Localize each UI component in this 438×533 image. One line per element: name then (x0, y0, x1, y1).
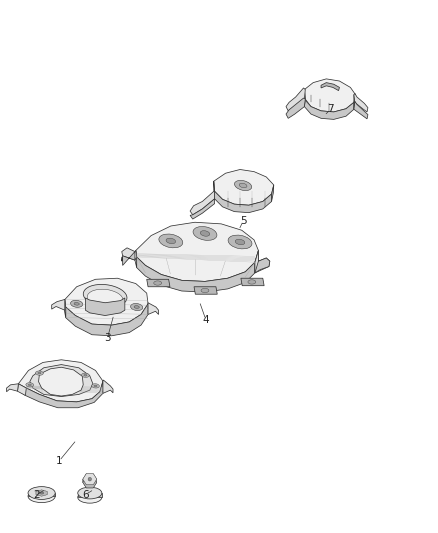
Text: 1: 1 (56, 456, 63, 466)
Text: 4: 4 (202, 315, 209, 325)
Polygon shape (36, 490, 47, 496)
Polygon shape (18, 381, 103, 408)
Polygon shape (86, 484, 93, 488)
Polygon shape (286, 98, 305, 118)
Polygon shape (272, 185, 274, 201)
Polygon shape (83, 474, 97, 484)
Ellipse shape (88, 478, 92, 481)
Ellipse shape (248, 280, 256, 284)
Ellipse shape (74, 302, 79, 305)
Polygon shape (304, 89, 305, 107)
Ellipse shape (87, 289, 123, 308)
Polygon shape (304, 99, 354, 119)
Ellipse shape (131, 303, 143, 311)
Polygon shape (18, 360, 103, 402)
Polygon shape (321, 83, 339, 91)
Ellipse shape (193, 227, 217, 240)
Ellipse shape (81, 373, 89, 377)
Polygon shape (241, 278, 264, 286)
Ellipse shape (201, 288, 209, 293)
Polygon shape (136, 222, 258, 281)
Polygon shape (137, 257, 255, 292)
Polygon shape (86, 474, 93, 477)
Polygon shape (147, 279, 170, 287)
Polygon shape (65, 278, 148, 325)
Ellipse shape (154, 281, 162, 285)
Ellipse shape (28, 384, 31, 386)
Polygon shape (354, 93, 368, 112)
Polygon shape (194, 287, 217, 294)
Text: 6: 6 (82, 490, 89, 499)
Ellipse shape (234, 180, 252, 191)
Polygon shape (190, 191, 215, 215)
Text: 2: 2 (33, 490, 40, 499)
Polygon shape (85, 298, 125, 316)
Polygon shape (214, 169, 274, 205)
Ellipse shape (94, 385, 97, 387)
Ellipse shape (92, 384, 99, 388)
Ellipse shape (39, 492, 44, 494)
Ellipse shape (38, 372, 41, 374)
Polygon shape (64, 300, 66, 318)
Polygon shape (255, 258, 270, 273)
Text: 3: 3 (104, 334, 111, 343)
Ellipse shape (235, 239, 245, 245)
Polygon shape (78, 493, 102, 497)
Polygon shape (190, 199, 215, 219)
Ellipse shape (71, 300, 83, 308)
Ellipse shape (239, 183, 247, 188)
Polygon shape (103, 380, 113, 393)
Ellipse shape (35, 371, 43, 375)
Polygon shape (122, 248, 137, 260)
Polygon shape (304, 79, 356, 112)
Ellipse shape (78, 491, 102, 503)
Polygon shape (7, 384, 18, 392)
Text: 5: 5 (240, 216, 247, 226)
Polygon shape (83, 477, 97, 488)
Ellipse shape (84, 374, 87, 376)
Polygon shape (214, 181, 215, 199)
Polygon shape (30, 365, 93, 397)
Ellipse shape (83, 285, 127, 307)
Ellipse shape (228, 235, 252, 249)
Ellipse shape (166, 238, 176, 244)
Ellipse shape (28, 487, 55, 499)
Polygon shape (83, 474, 86, 482)
Polygon shape (18, 384, 26, 395)
Text: 7: 7 (327, 104, 334, 114)
Polygon shape (354, 94, 355, 109)
Ellipse shape (28, 490, 55, 503)
Polygon shape (215, 191, 272, 213)
Polygon shape (93, 479, 97, 488)
Polygon shape (286, 88, 305, 111)
Polygon shape (93, 474, 97, 482)
Polygon shape (255, 251, 270, 273)
Polygon shape (255, 251, 258, 273)
Ellipse shape (78, 487, 102, 499)
Polygon shape (66, 304, 148, 336)
Ellipse shape (26, 383, 34, 387)
Polygon shape (83, 479, 86, 488)
Ellipse shape (134, 305, 139, 309)
Polygon shape (135, 251, 137, 268)
Polygon shape (39, 367, 83, 396)
Polygon shape (148, 303, 159, 314)
Polygon shape (354, 101, 368, 119)
Polygon shape (28, 493, 55, 496)
Ellipse shape (159, 234, 183, 248)
Polygon shape (122, 252, 135, 265)
Ellipse shape (200, 231, 210, 236)
Polygon shape (52, 300, 65, 310)
